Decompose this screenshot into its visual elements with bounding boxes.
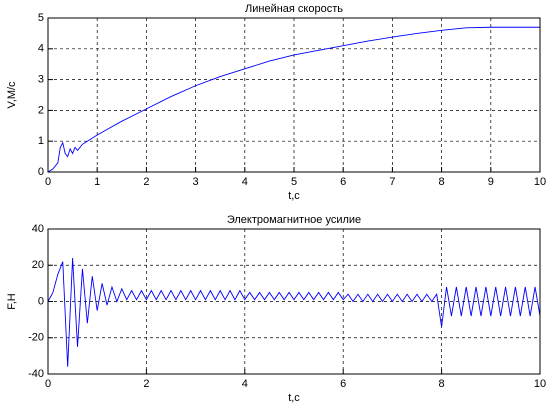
y-tick-label: 40 (32, 223, 44, 235)
x-tick-label: 4 (242, 378, 248, 390)
axes-box (47, 228, 541, 375)
chart-title: Линейная скорость (245, 3, 343, 15)
x-tick-label: 10 (534, 176, 546, 188)
y-tick-label: 20 (32, 259, 44, 271)
x-tick-label: 3 (193, 176, 199, 188)
y-axis-label: V,M/c (6, 81, 18, 109)
x-tick-label: 8 (439, 378, 445, 390)
x-tick-label: 0 (45, 378, 51, 390)
x-tick-label: 5 (291, 176, 297, 188)
y-tick-label: -20 (28, 332, 44, 344)
x-tick-label: 2 (143, 176, 149, 188)
y-tick-label: 0 (38, 295, 44, 307)
y-tick-label: 5 (38, 12, 44, 24)
chart-title: Электромагнитное усилие (227, 214, 361, 226)
plot-area (48, 18, 540, 172)
y-tick-label: 4 (38, 43, 44, 55)
x-tick-label: 6 (340, 378, 346, 390)
y-tick-label: 3 (38, 74, 44, 86)
x-tick-label: 7 (389, 176, 395, 188)
x-tick-label: 2 (143, 378, 149, 390)
data-line (47, 26, 540, 173)
x-tick-label: 0 (45, 176, 51, 188)
x-tick-label: 8 (439, 176, 445, 188)
x-tick-label: 6 (340, 176, 346, 188)
y-tick-label: -40 (28, 368, 44, 380)
y-tick-label: 1 (38, 135, 44, 147)
y-tick-label: 2 (38, 104, 44, 116)
x-tick-label: 9 (488, 176, 494, 188)
y-axis-label: F,H (6, 293, 18, 310)
x-tick-label: 10 (534, 378, 546, 390)
x-axis-label: t,c (288, 392, 300, 404)
data-line (47, 257, 541, 367)
y-tick-label: 0 (38, 166, 44, 178)
x-axis-label: t,c (288, 190, 300, 202)
x-tick-label: 1 (94, 176, 100, 188)
x-tick-label: 4 (242, 176, 248, 188)
axes-box (47, 17, 541, 173)
